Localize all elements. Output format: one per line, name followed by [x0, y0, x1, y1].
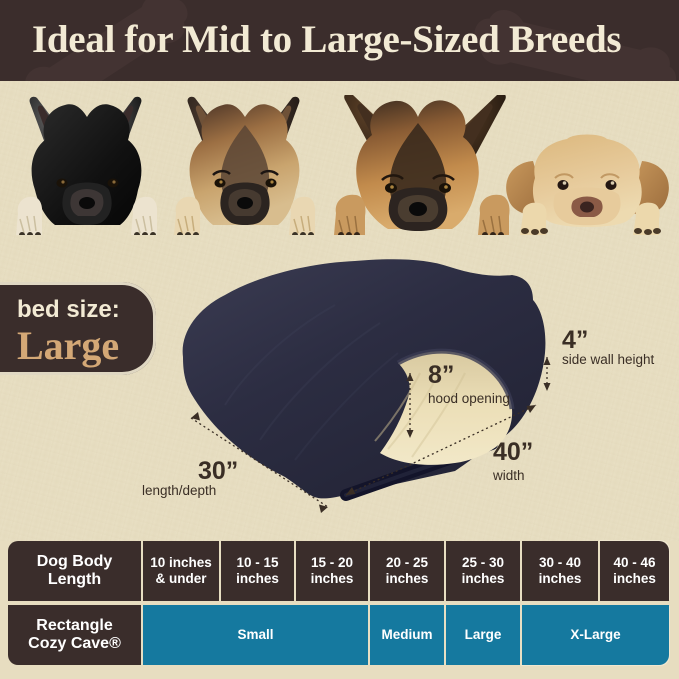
- svg-text:8”: 8”: [428, 361, 454, 389]
- svg-text:30”: 30”: [198, 457, 238, 485]
- svg-text:side wall height: side wall height: [562, 352, 655, 367]
- svg-text:length/depth: length/depth: [142, 483, 216, 498]
- svg-text:width: width: [492, 468, 525, 483]
- svg-text:4”: 4”: [562, 326, 588, 354]
- svg-text:hood opening: hood opening: [428, 391, 510, 406]
- svg-text:40”: 40”: [493, 438, 533, 466]
